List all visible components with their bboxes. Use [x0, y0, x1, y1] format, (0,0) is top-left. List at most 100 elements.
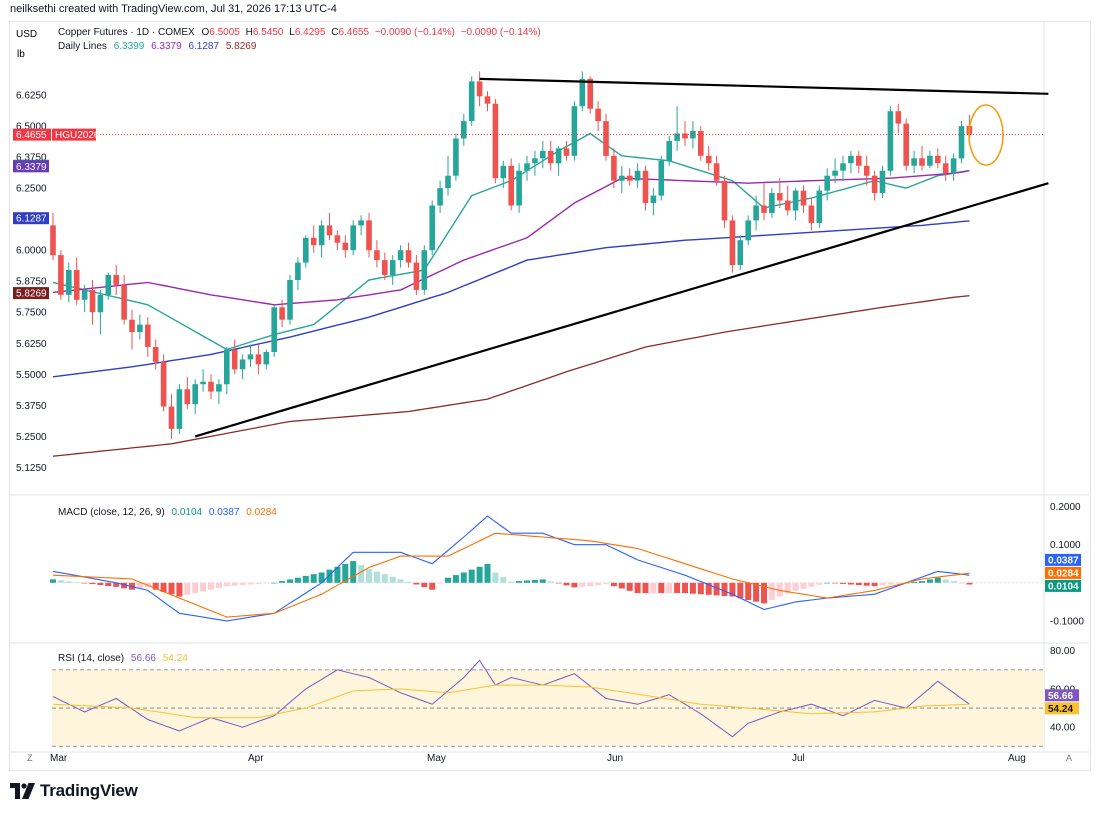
- candle-up: [137, 324, 143, 332]
- macd-histogram-bar: [429, 582, 436, 590]
- macd-histogram-bar: [302, 575, 309, 583]
- candle-down: [208, 381, 214, 392]
- macd-histogram-bar: [816, 582, 823, 585]
- macd-histogram-bar: [516, 581, 523, 583]
- candle-up: [453, 138, 459, 176]
- macd-histogram-bar: [603, 582, 609, 584]
- macd-value-tag-label: 0.0284: [1048, 568, 1079, 579]
- macd-histogram-bar: [626, 582, 633, 591]
- candle-up: [524, 163, 530, 171]
- macd-value-tag: [1045, 566, 1081, 579]
- candle-up: [295, 262, 301, 280]
- candle-up: [753, 205, 759, 221]
- auto-scale-button[interactable]: A: [1066, 753, 1072, 763]
- candle-down: [326, 225, 333, 236]
- macd-histogram-bar: [761, 582, 767, 604]
- macd-histogram-bar: [713, 582, 720, 596]
- macd-histogram-bar: [555, 582, 562, 584]
- macd-histogram-bar: [413, 582, 420, 585]
- svg-text:Daily Lines 6.3399: Daily Lines 6.3399 6.3379 6.1287 5.8269: [58, 41, 257, 52]
- candle-down: [895, 111, 902, 124]
- macd-histogram-bar: [697, 582, 704, 595]
- candle-down: [184, 389, 191, 405]
- candle-up: [389, 260, 396, 275]
- candle-down: [856, 155, 862, 166]
- rsi-value: 56.66: [131, 653, 156, 664]
- candle-up: [737, 240, 744, 265]
- candle-down: [334, 235, 341, 243]
- macd-histogram-bar: [358, 565, 365, 583]
- ohlc-c-label: C: [331, 27, 338, 38]
- candle-up: [500, 165, 507, 179]
- candle-up: [958, 126, 965, 159]
- price-tag-label: 6.1287: [16, 214, 47, 225]
- macd-histogram-bar: [887, 582, 894, 585]
- macd-histogram-bar: [65, 581, 72, 583]
- tradingview-brand[interactable]: TradingView: [10, 781, 138, 801]
- macd-histogram-bar: [184, 582, 191, 595]
- candle-down: [942, 163, 949, 174]
- macd-histogram: [50, 561, 1044, 604]
- candle-up: [287, 280, 293, 320]
- candle-down: [698, 131, 704, 156]
- macd-tick-label: -0.1000: [1050, 616, 1084, 627]
- macd-histogram-bar: [168, 582, 175, 595]
- currency-label[interactable]: USD: [16, 29, 37, 40]
- macd-histogram-bar: [919, 581, 925, 583]
- macd-histogram-bar: [547, 581, 554, 583]
- x-tick-label: Jul: [792, 753, 805, 764]
- macd-histogram-bar: [768, 582, 775, 600]
- rsi-value-tag: [1045, 702, 1079, 715]
- candle-down: [310, 237, 317, 246]
- rsi-line: [52, 659, 970, 738]
- candle-down: [777, 193, 783, 201]
- x-tick-label: Mar: [50, 753, 68, 764]
- macd-histogram-bar: [966, 582, 973, 585]
- candle-down: [476, 81, 483, 97]
- macd-histogram-bar: [500, 577, 507, 583]
- price-tag: [13, 160, 49, 173]
- macd-histogram-bar: [776, 582, 783, 597]
- rsi-ma-value: 54.24: [163, 653, 188, 664]
- price-tick-label: 6.6250: [16, 91, 47, 102]
- candle-down: [595, 108, 601, 122]
- unit-label[interactable]: lb: [17, 49, 25, 60]
- zoom-z-button[interactable]: Z: [27, 753, 33, 763]
- candle-down: [705, 155, 712, 164]
- candle-up: [690, 131, 696, 139]
- ohlc-close: 6.4655: [338, 27, 369, 38]
- macd-value-tag: [1045, 553, 1081, 566]
- ohlc-change: −0.0090 (−0.14%): [375, 27, 455, 38]
- candle-up: [192, 384, 198, 405]
- candle-up: [887, 111, 894, 171]
- moving-average-line-2: [52, 170, 970, 306]
- current-price-ticker: HGU2026: [55, 130, 100, 141]
- macd-histogram-bar: [832, 582, 839, 584]
- candle-down: [342, 242, 349, 251]
- macd-histogram-bar: [753, 582, 760, 602]
- macd-histogram-bar: [334, 566, 341, 583]
- macd-line: [52, 515, 970, 622]
- macd-histogram-bar: [863, 582, 870, 586]
- candle-up: [650, 195, 657, 203]
- ohlc-o-label: O: [202, 27, 210, 38]
- candle-down: [800, 190, 807, 206]
- candle-down: [547, 150, 554, 164]
- candle-down: [713, 163, 720, 181]
- candle-up: [840, 163, 846, 171]
- macd-histogram-bar: [737, 582, 744, 599]
- candle-up: [745, 220, 751, 241]
- macd-histogram-bar: [879, 582, 886, 586]
- rsi-tick-label: 40.00: [1050, 723, 1075, 734]
- macd-histogram-bar: [658, 582, 665, 594]
- macd-histogram-bar: [271, 582, 278, 584]
- macd-histogram-bar: [468, 569, 475, 583]
- macd-histogram-bar: [73, 582, 80, 583]
- price-tick-label: 5.3750: [16, 401, 47, 412]
- macd-histogram-bar: [840, 582, 846, 584]
- candle-up: [540, 150, 546, 159]
- macd-histogram-bar: [389, 576, 396, 583]
- macd-lines: [52, 515, 970, 622]
- ohlc-l-label: L: [289, 27, 295, 38]
- macd-histogram-bar: [682, 582, 688, 594]
